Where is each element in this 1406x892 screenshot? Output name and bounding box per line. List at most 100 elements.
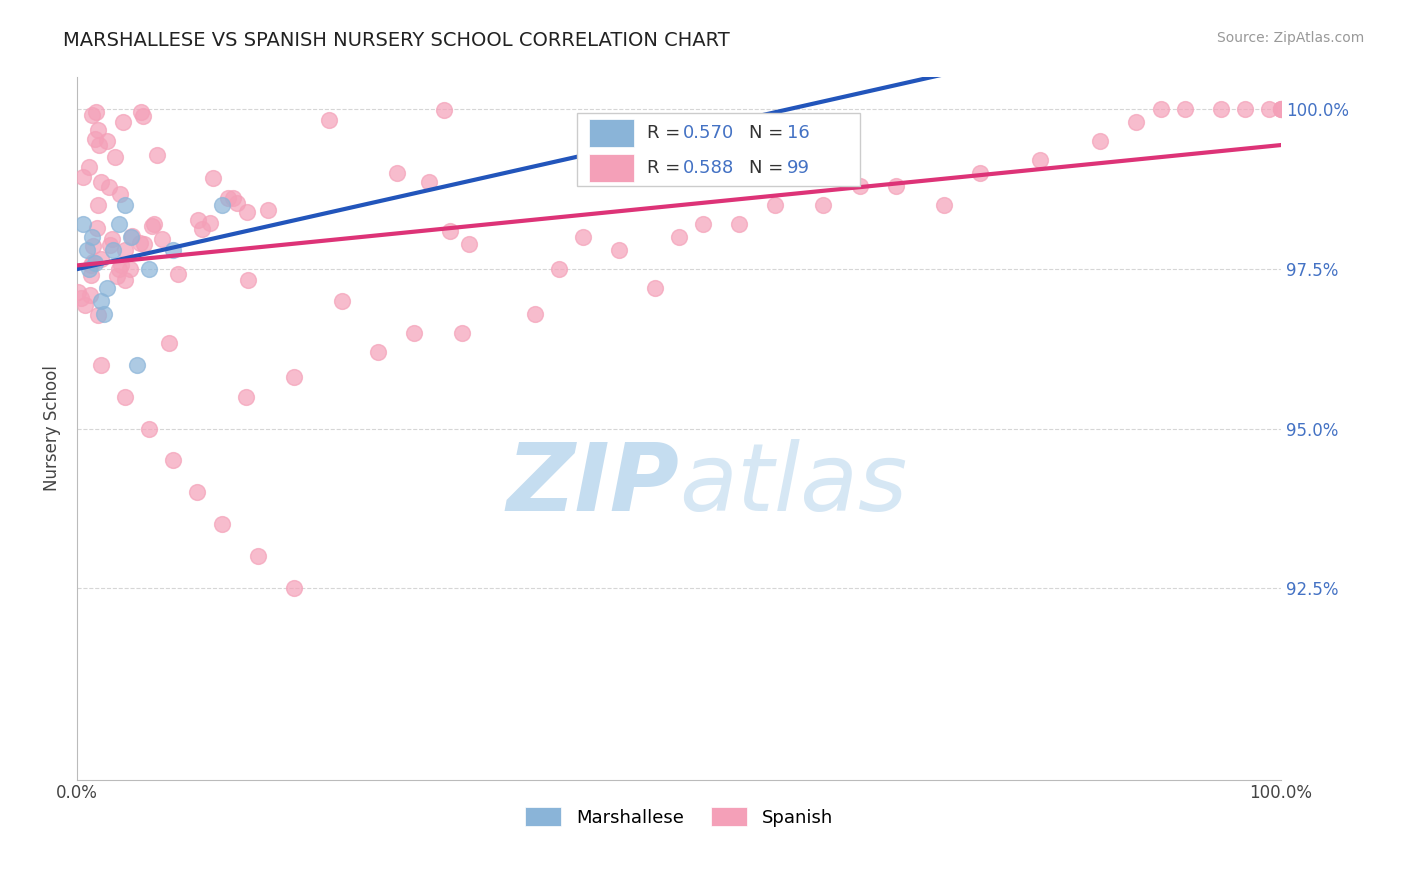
Point: [884, 178, 907, 193]
Point: [607, 243, 630, 257]
Point: [105, 268, 128, 283]
Point: [114, 390, 136, 404]
Point: [90, 358, 112, 372]
Point: [84, 255, 107, 269]
Point: [813, 198, 835, 212]
Point: [146, 148, 169, 162]
Point: [150, 232, 173, 246]
Point: [969, 166, 991, 180]
Point: [82, 239, 104, 253]
Point: [80, 230, 103, 244]
Point: [76, 243, 98, 257]
Point: [103, 243, 125, 257]
Point: [318, 112, 340, 127]
Point: [79, 287, 101, 301]
Point: [202, 170, 225, 185]
Legend: Marshallese, Spanish: Marshallese, Spanish: [519, 800, 839, 834]
Point: [187, 213, 209, 227]
Point: [120, 261, 142, 276]
Point: [198, 216, 221, 230]
Point: [418, 175, 440, 189]
Point: [87, 137, 110, 152]
Text: MARSHALLESE VS SPANISH NURSERY SCHOOL CORRELATION CHART: MARSHALLESE VS SPANISH NURSERY SCHOOL CO…: [63, 31, 730, 50]
Point: [114, 198, 136, 212]
Point: [110, 187, 132, 202]
Point: [72, 217, 94, 231]
Text: Source: ZipAtlas.com: Source: ZipAtlas.com: [1216, 31, 1364, 45]
Point: [96, 134, 118, 148]
Point: [1149, 103, 1171, 117]
Text: atlas: atlas: [679, 439, 907, 530]
Point: [571, 230, 593, 244]
Text: R =: R =: [647, 159, 686, 177]
Bar: [589, 120, 634, 147]
Point: [162, 243, 184, 257]
Point: [84, 105, 107, 120]
Point: [404, 326, 426, 340]
Point: [221, 191, 243, 205]
Point: [80, 268, 103, 282]
Y-axis label: Nursery School: Nursery School: [44, 366, 60, 491]
Point: [1270, 103, 1292, 117]
Point: [385, 166, 408, 180]
Point: [235, 390, 257, 404]
Point: [1029, 153, 1052, 168]
Point: [1174, 103, 1197, 117]
Point: [138, 421, 160, 435]
Point: [330, 293, 353, 308]
Point: [138, 262, 160, 277]
Point: [211, 198, 233, 212]
Point: [90, 293, 112, 308]
Point: [236, 204, 259, 219]
Point: [668, 230, 690, 244]
Point: [86, 198, 108, 212]
Point: [211, 517, 233, 532]
Bar: [589, 153, 634, 182]
Point: [129, 104, 152, 119]
Point: [72, 169, 94, 184]
Text: ZIP: ZIP: [506, 439, 679, 531]
Point: [848, 178, 870, 193]
Point: [1270, 103, 1292, 117]
Point: [108, 261, 131, 276]
Point: [191, 222, 214, 236]
Point: [1125, 115, 1147, 129]
Point: [143, 217, 166, 231]
Point: [82, 255, 104, 269]
Point: [1233, 103, 1256, 117]
Point: [225, 196, 247, 211]
Point: [120, 230, 142, 244]
Point: [162, 453, 184, 467]
Point: [90, 252, 112, 267]
Point: [108, 217, 131, 231]
Point: [236, 273, 259, 287]
Point: [433, 103, 456, 117]
Point: [547, 262, 569, 277]
Point: [77, 160, 100, 174]
Point: [439, 224, 461, 238]
Point: [98, 237, 121, 252]
Point: [763, 198, 786, 212]
FancyBboxPatch shape: [576, 112, 859, 186]
Point: [87, 123, 110, 137]
Point: [121, 229, 143, 244]
Point: [90, 175, 112, 189]
Point: [67, 285, 90, 299]
Point: [257, 203, 280, 218]
Text: 0.570: 0.570: [683, 124, 734, 142]
Point: [157, 336, 180, 351]
Point: [1090, 134, 1112, 148]
Point: [69, 291, 91, 305]
Point: [77, 262, 100, 277]
Text: 99: 99: [787, 159, 810, 177]
Text: N =: N =: [749, 124, 789, 142]
Point: [523, 307, 546, 321]
Point: [451, 326, 474, 340]
Point: [98, 179, 121, 194]
Point: [134, 237, 156, 252]
Point: [93, 307, 115, 321]
Point: [87, 309, 110, 323]
Point: [80, 108, 103, 122]
Point: [246, 549, 269, 564]
Point: [110, 258, 132, 272]
